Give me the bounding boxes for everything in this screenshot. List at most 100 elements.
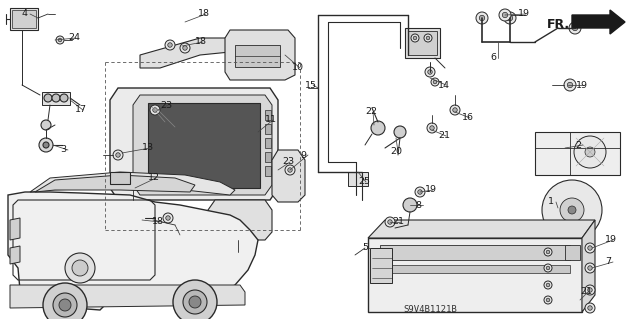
Text: 19: 19 xyxy=(576,80,588,90)
Circle shape xyxy=(234,252,242,260)
Circle shape xyxy=(544,296,552,304)
Bar xyxy=(348,172,368,186)
Text: 16: 16 xyxy=(462,114,474,122)
Polygon shape xyxy=(582,220,595,312)
Bar xyxy=(405,28,440,58)
Circle shape xyxy=(53,293,77,317)
Circle shape xyxy=(588,246,592,250)
Circle shape xyxy=(168,43,172,47)
Text: 21: 21 xyxy=(580,287,592,296)
Circle shape xyxy=(58,38,62,42)
Circle shape xyxy=(428,70,432,74)
Polygon shape xyxy=(208,200,272,240)
Circle shape xyxy=(411,34,419,42)
Text: 21: 21 xyxy=(438,131,450,140)
Circle shape xyxy=(544,264,552,272)
Polygon shape xyxy=(225,30,295,80)
Circle shape xyxy=(385,217,395,227)
Polygon shape xyxy=(272,150,305,202)
Polygon shape xyxy=(8,192,258,310)
Circle shape xyxy=(425,67,435,77)
Circle shape xyxy=(39,138,53,152)
Circle shape xyxy=(429,126,435,130)
Bar xyxy=(265,110,271,120)
Circle shape xyxy=(479,15,484,21)
Polygon shape xyxy=(35,175,195,192)
Polygon shape xyxy=(10,218,20,240)
Text: 5: 5 xyxy=(362,243,368,253)
Text: 18: 18 xyxy=(198,10,210,19)
Circle shape xyxy=(508,15,513,21)
Text: 4: 4 xyxy=(22,10,28,19)
Polygon shape xyxy=(30,172,235,195)
Text: 2: 2 xyxy=(575,140,581,150)
Text: 19: 19 xyxy=(518,10,530,19)
Circle shape xyxy=(59,299,71,311)
Circle shape xyxy=(113,150,123,160)
Circle shape xyxy=(56,36,64,44)
Circle shape xyxy=(427,123,437,133)
Text: S9V4B1121B: S9V4B1121B xyxy=(403,306,457,315)
Circle shape xyxy=(585,285,595,295)
Circle shape xyxy=(371,121,385,135)
Circle shape xyxy=(183,46,188,50)
Circle shape xyxy=(128,180,138,190)
Polygon shape xyxy=(572,10,625,34)
Circle shape xyxy=(60,94,68,102)
Circle shape xyxy=(574,136,606,168)
Circle shape xyxy=(418,190,422,194)
Circle shape xyxy=(394,126,406,138)
Text: 3: 3 xyxy=(60,145,66,154)
Circle shape xyxy=(431,78,439,86)
Circle shape xyxy=(43,283,87,319)
Circle shape xyxy=(236,254,240,258)
Bar xyxy=(235,45,280,67)
Text: 8: 8 xyxy=(415,201,421,210)
Polygon shape xyxy=(10,8,38,30)
Bar xyxy=(148,103,260,188)
Circle shape xyxy=(424,34,432,42)
Bar xyxy=(370,248,392,283)
Circle shape xyxy=(568,206,576,214)
Circle shape xyxy=(173,280,217,319)
Text: 10: 10 xyxy=(292,63,304,72)
Text: 18: 18 xyxy=(195,38,207,47)
Circle shape xyxy=(43,142,49,148)
Circle shape xyxy=(588,266,592,270)
Circle shape xyxy=(44,94,52,102)
Text: 17: 17 xyxy=(75,106,87,115)
Text: 19: 19 xyxy=(605,235,617,244)
Polygon shape xyxy=(140,38,230,68)
Circle shape xyxy=(285,165,295,175)
Circle shape xyxy=(189,296,201,308)
Circle shape xyxy=(166,216,170,220)
Circle shape xyxy=(163,213,173,223)
Circle shape xyxy=(150,105,160,115)
Polygon shape xyxy=(12,10,36,28)
Circle shape xyxy=(41,120,51,130)
Circle shape xyxy=(288,168,292,172)
Circle shape xyxy=(143,215,153,225)
Circle shape xyxy=(572,25,578,31)
Text: 9: 9 xyxy=(300,151,306,160)
Bar xyxy=(265,138,271,148)
Text: 6: 6 xyxy=(490,54,496,63)
Circle shape xyxy=(504,12,516,24)
Circle shape xyxy=(153,108,157,112)
Circle shape xyxy=(585,303,595,313)
Circle shape xyxy=(588,306,592,310)
Bar xyxy=(265,166,271,176)
Circle shape xyxy=(560,198,584,222)
Text: 21: 21 xyxy=(392,218,404,226)
Text: 19: 19 xyxy=(425,186,437,195)
Text: 22: 22 xyxy=(365,108,377,116)
Circle shape xyxy=(588,288,592,292)
Polygon shape xyxy=(368,238,582,312)
Bar xyxy=(380,265,570,273)
Bar xyxy=(565,245,580,260)
Circle shape xyxy=(544,281,552,289)
Circle shape xyxy=(546,266,550,270)
Circle shape xyxy=(585,263,595,273)
Circle shape xyxy=(546,250,550,254)
Text: 24: 24 xyxy=(68,33,80,42)
